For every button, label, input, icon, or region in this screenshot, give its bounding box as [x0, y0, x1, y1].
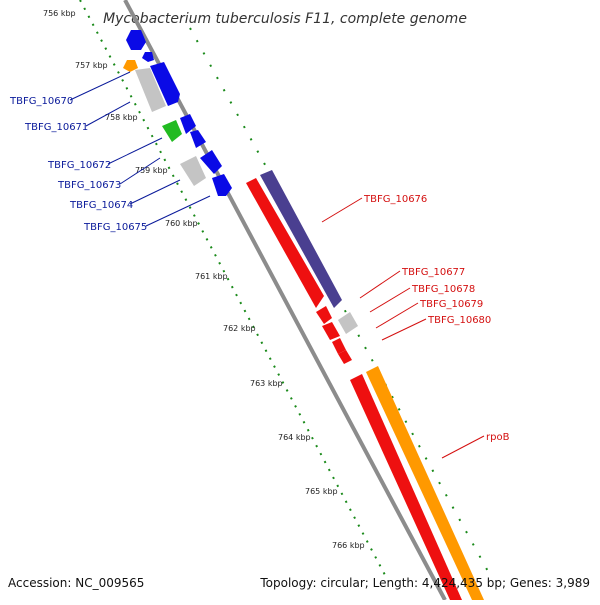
kbp-label: 757 kbp: [75, 61, 108, 70]
gene-label[interactable]: TBFG_10671: [24, 122, 88, 133]
topology-summary: Topology: circular; Length: 4,424,435 bp…: [259, 576, 590, 590]
gene-label[interactable]: TBFG_10678: [411, 284, 475, 295]
kbp-label: 764 kbp: [278, 433, 311, 442]
gene-label[interactable]: TBFG_10680: [427, 315, 491, 326]
gene-feature[interactable]: [338, 350, 352, 364]
kbp-label: 758 kbp: [105, 113, 138, 122]
gene-feature[interactable]: [200, 150, 222, 174]
kbp-label: 765 kbp: [305, 487, 338, 496]
main-gene-track: [246, 170, 484, 600]
accession-text: Accession: NC_009565: [8, 576, 144, 590]
map-title: Mycobacterium tuberculosis F11, complete…: [103, 11, 467, 27]
kbp-label: 766 kbp: [332, 541, 365, 550]
gene-label[interactable]: TBFG_10674: [69, 200, 133, 211]
kbp-label: 760 kbp: [165, 219, 198, 228]
gene-label[interactable]: TBFG_10675: [83, 222, 147, 233]
gene-feature[interactable]: [142, 52, 154, 62]
gene-feature[interactable]: [246, 178, 324, 308]
left-gene-cluster: [123, 30, 232, 196]
gene-label[interactable]: TBFG_10676: [363, 194, 427, 205]
gene-feature[interactable]: [212, 174, 232, 196]
gene-feature[interactable]: [162, 120, 182, 142]
gene-label[interactable]: TBFG_10677: [401, 267, 465, 278]
gene-feature[interactable]: [260, 170, 342, 308]
gene-feature[interactable]: [338, 312, 358, 334]
gene-feature[interactable]: [123, 60, 138, 72]
gene-feature[interactable]: [126, 30, 146, 50]
left-gene-labels: TBFG_10670 TBFG_10671 TBFG_10672 TBFG_10…: [9, 71, 211, 233]
gene-label[interactable]: rpoB: [486, 432, 510, 443]
kbp-label: 759 kbp: [135, 166, 168, 175]
gene-label[interactable]: TBFG_10672: [47, 160, 111, 171]
kbp-label: 762 kbp: [223, 324, 256, 333]
right-gene-labels: TBFG_10676 TBFG_10677 TBFG_10678 TBFG_10…: [321, 194, 510, 459]
gene-feature[interactable]: [366, 366, 484, 600]
gene-label[interactable]: TBFG_10670: [9, 96, 73, 107]
gene-feature[interactable]: [332, 338, 346, 354]
outer-tick-track: [189, 27, 491, 576]
inner-tick-track: [79, 0, 386, 576]
kbp-scale: 756 kbp 757 kbp 758 kbp 759 kbp 760 kbp …: [43, 9, 365, 550]
kbp-label: 756 kbp: [43, 9, 76, 18]
gene-feature[interactable]: [350, 374, 462, 600]
gene-feature[interactable]: [180, 156, 206, 186]
gene-feature[interactable]: [316, 306, 332, 324]
gene-label[interactable]: TBFG_10673: [57, 180, 121, 191]
gene-feature[interactable]: [150, 62, 180, 106]
gene-label[interactable]: TBFG_10679: [419, 299, 483, 310]
kbp-label: 763 kbp: [250, 379, 283, 388]
gene-feature[interactable]: [322, 322, 340, 340]
gene-feature[interactable]: [180, 114, 196, 134]
kbp-label: 761 kbp: [195, 272, 228, 281]
gene-feature[interactable]: [190, 130, 206, 148]
gene-feature[interactable]: [135, 68, 166, 112]
